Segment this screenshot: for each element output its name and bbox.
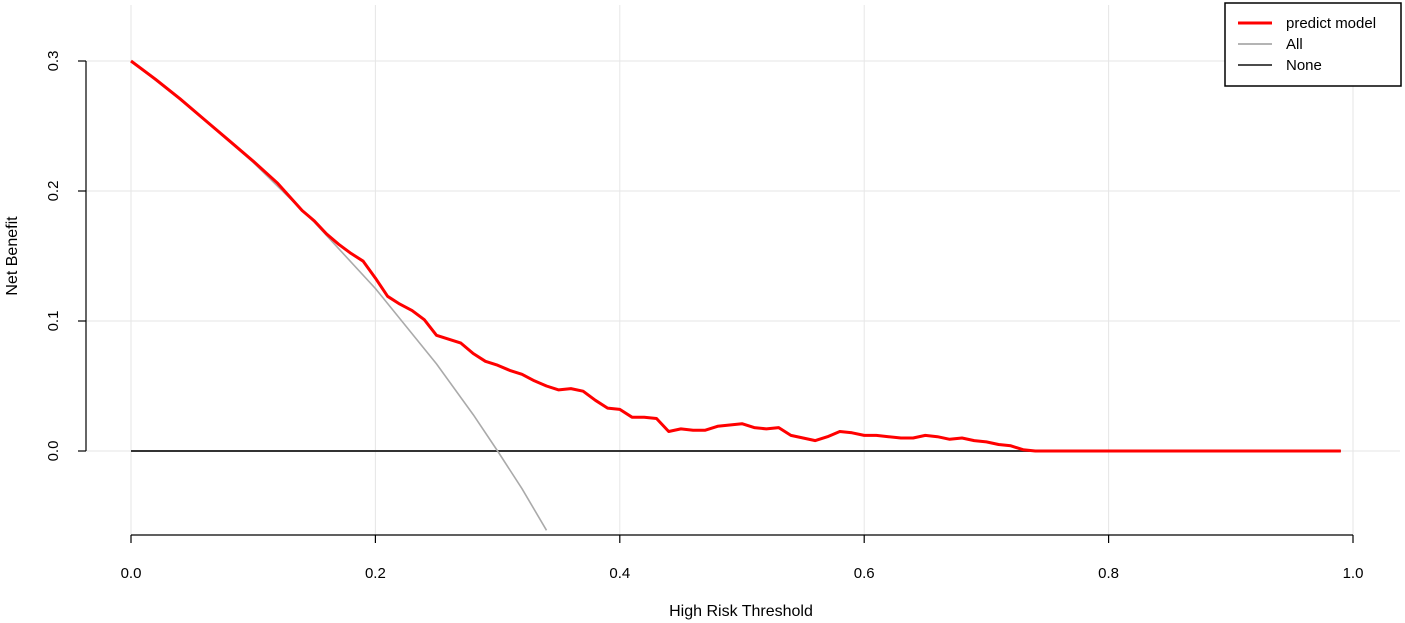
y-tick-label-3: 0.3	[45, 51, 62, 72]
x-tick-label-3: 0.6	[854, 565, 875, 582]
legend: predict model All None	[1224, 2, 1402, 87]
legend-label-2: None	[1286, 57, 1322, 74]
series-line-all	[130, 60, 548, 531]
x-tick-label-1: 0.2	[365, 565, 386, 582]
x-tick-label-4: 0.8	[1098, 565, 1119, 582]
y-tick-label-0: 0.0	[45, 441, 62, 462]
y-axis-title: Net Benefit	[4, 216, 21, 296]
legend-label-1: All	[1286, 36, 1303, 53]
axes: 0.0 0.2 0.4 0.6 0.8 1.0 0.0 0.1 0.2 0.3	[45, 51, 1363, 582]
legend-label-0: predict model	[1286, 15, 1376, 32]
x-axis-title: High Risk Threshold	[669, 603, 813, 620]
series-lines	[130, 59, 1341, 531]
x-tick-label-0: 0.0	[121, 565, 142, 582]
x-tick-label-2: 0.4	[609, 565, 630, 582]
grid-lines	[86, 5, 1400, 535]
series-line-predict-model	[130, 59, 1341, 453]
y-tick-label-2: 0.2	[45, 181, 62, 202]
y-tick-label-1: 0.1	[45, 311, 62, 332]
x-tick-label-5: 1.0	[1343, 565, 1364, 582]
